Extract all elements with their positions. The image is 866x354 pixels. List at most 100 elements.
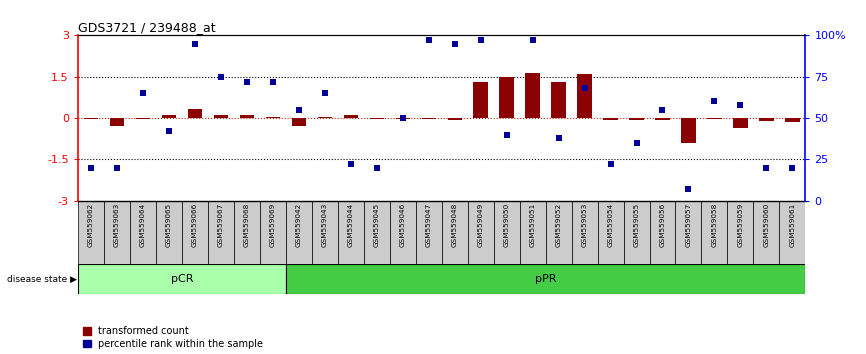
Bar: [779, 201, 805, 264]
Bar: [78, 201, 104, 264]
Text: GSM559053: GSM559053: [582, 202, 587, 247]
Bar: [84, 118, 98, 119]
Bar: [785, 118, 799, 122]
Bar: [500, 77, 514, 118]
Bar: [188, 109, 202, 118]
Text: GSM559057: GSM559057: [686, 202, 691, 247]
Text: pCR: pCR: [171, 274, 193, 284]
Bar: [110, 118, 124, 126]
Point: [422, 38, 436, 43]
Legend: transformed count, percentile rank within the sample: transformed count, percentile rank withi…: [83, 326, 263, 349]
Text: GSM559067: GSM559067: [218, 202, 223, 247]
Text: GSM559066: GSM559066: [192, 202, 197, 247]
Bar: [292, 118, 306, 126]
Bar: [286, 264, 805, 294]
Bar: [759, 118, 773, 121]
Text: GSM559055: GSM559055: [634, 202, 639, 247]
Bar: [624, 201, 650, 264]
Bar: [520, 201, 546, 264]
Bar: [136, 118, 150, 119]
Bar: [240, 115, 254, 118]
Text: GSM559048: GSM559048: [452, 202, 457, 247]
Text: GSM559056: GSM559056: [660, 202, 665, 247]
Bar: [130, 201, 156, 264]
Text: GSM559060: GSM559060: [764, 202, 769, 247]
Bar: [552, 82, 565, 118]
Bar: [370, 118, 384, 119]
Bar: [390, 201, 416, 264]
Bar: [182, 201, 208, 264]
Text: GSM559044: GSM559044: [348, 202, 353, 247]
Text: GSM559047: GSM559047: [426, 202, 431, 247]
Point: [214, 74, 228, 80]
Point: [240, 79, 254, 85]
Bar: [701, 201, 727, 264]
Point: [656, 107, 669, 113]
Bar: [708, 118, 721, 119]
Bar: [727, 201, 753, 264]
Bar: [494, 201, 520, 264]
Bar: [572, 201, 598, 264]
Point: [162, 129, 176, 134]
Point: [630, 140, 643, 145]
Bar: [162, 115, 176, 118]
Point: [578, 85, 591, 91]
Bar: [650, 201, 675, 264]
Bar: [442, 201, 468, 264]
Point: [708, 99, 721, 104]
Bar: [396, 118, 410, 119]
Bar: [422, 118, 436, 119]
Point: [318, 90, 332, 96]
Text: GSM559045: GSM559045: [374, 202, 379, 247]
Bar: [468, 201, 494, 264]
Text: GSM559042: GSM559042: [296, 202, 301, 247]
Point: [344, 161, 358, 167]
Text: GSM559046: GSM559046: [400, 202, 405, 247]
Bar: [474, 82, 488, 118]
Point: [500, 132, 514, 137]
Bar: [344, 115, 358, 118]
Text: GSM559050: GSM559050: [504, 202, 509, 247]
Bar: [546, 201, 572, 264]
Point: [526, 38, 540, 43]
Bar: [604, 118, 617, 120]
Point: [604, 161, 617, 167]
Text: GSM559064: GSM559064: [140, 202, 145, 247]
Bar: [682, 118, 695, 143]
Point: [84, 165, 98, 170]
Text: GSM559068: GSM559068: [244, 202, 249, 247]
Point: [188, 41, 202, 46]
Bar: [260, 201, 286, 264]
Point: [785, 165, 799, 170]
Text: GSM559063: GSM559063: [114, 202, 120, 247]
Text: GSM559062: GSM559062: [88, 202, 94, 247]
Point: [759, 165, 773, 170]
Text: GSM559059: GSM559059: [738, 202, 743, 247]
Point: [370, 165, 384, 170]
Text: GSM559058: GSM559058: [712, 202, 717, 247]
Point: [292, 107, 306, 113]
Text: pPR: pPR: [535, 274, 556, 284]
Bar: [448, 118, 462, 120]
Bar: [234, 201, 260, 264]
Point: [266, 79, 280, 85]
Point: [396, 115, 410, 121]
Bar: [286, 201, 312, 264]
Bar: [656, 118, 669, 120]
Bar: [266, 116, 280, 118]
Text: GSM559069: GSM559069: [270, 202, 275, 247]
Bar: [312, 201, 338, 264]
Bar: [416, 201, 442, 264]
Text: GSM559061: GSM559061: [790, 202, 795, 247]
Bar: [364, 201, 390, 264]
Bar: [578, 74, 591, 118]
Bar: [526, 73, 540, 118]
Point: [110, 165, 124, 170]
Point: [552, 135, 565, 141]
Text: GSM559049: GSM559049: [478, 202, 483, 247]
Bar: [598, 201, 624, 264]
Bar: [208, 201, 234, 264]
Text: GSM559051: GSM559051: [530, 202, 535, 247]
Text: disease state ▶: disease state ▶: [8, 274, 77, 284]
Bar: [734, 118, 747, 129]
